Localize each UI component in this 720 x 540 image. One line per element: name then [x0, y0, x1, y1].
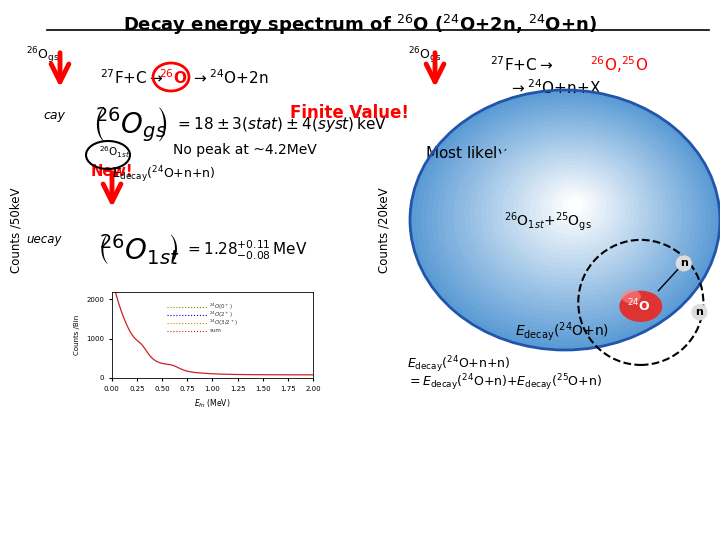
Ellipse shape: [518, 165, 626, 254]
Text: Counts /20keV: Counts /20keV: [377, 187, 390, 273]
Ellipse shape: [551, 187, 597, 226]
Text: $^{27}$F+C$\rightarrow$: $^{27}$F+C$\rightarrow$: [490, 56, 554, 75]
Ellipse shape: [459, 124, 678, 307]
Text: Counts /50keV: Counts /50keV: [9, 187, 22, 273]
Ellipse shape: [454, 120, 682, 312]
Ellipse shape: [410, 90, 720, 350]
Text: New!: New!: [91, 164, 133, 179]
Text: $^{26}$O$_{1st}$+$^{25}$O$_{\rm gs}$: $^{26}$O$_{1st}$+$^{25}$O$_{\rm gs}$: [504, 211, 592, 233]
Text: $E_{\rm decay}(^{24}$O+n): $E_{\rm decay}(^{24}$O+n): [515, 321, 609, 343]
Text: $^{24}O(2^+)$: $^{24}O(2^+)$: [210, 310, 233, 320]
Ellipse shape: [621, 289, 641, 303]
Ellipse shape: [486, 143, 654, 283]
Text: $=E_{\rm decay}(^{24}$O+n)+$E_{\rm decay}(^{25}$O+n): $=E_{\rm decay}(^{24}$O+n)+$E_{\rm decay…: [407, 373, 602, 393]
Text: $\rightarrow$$^{24}$O+n+X: $\rightarrow$$^{24}$O+n+X: [509, 79, 601, 97]
Ellipse shape: [432, 105, 701, 331]
Ellipse shape: [535, 176, 611, 240]
Ellipse shape: [426, 101, 706, 336]
Ellipse shape: [567, 199, 582, 212]
Ellipse shape: [464, 127, 672, 302]
Ellipse shape: [475, 135, 663, 293]
Circle shape: [692, 305, 707, 320]
Ellipse shape: [410, 90, 720, 350]
Text: $^{26}$O$_{\rm gs}$: $^{26}$O$_{\rm gs}$: [408, 45, 441, 65]
Ellipse shape: [437, 109, 696, 326]
Text: $\!\!\left(\!\!{}^{26}O_{1st}\!\!\right)$: $\!\!\left(\!\!{}^{26}O_{1st}\!\!\right)…: [100, 233, 179, 267]
Text: No peak at ~4.2MeV: No peak at ~4.2MeV: [173, 143, 317, 157]
Ellipse shape: [491, 146, 649, 278]
Text: $= 1.28^{+0.11}_{-0.08}\,\mathrm{MeV}$: $= 1.28^{+0.11}_{-0.08}\,\mathrm{MeV}$: [185, 238, 307, 261]
Ellipse shape: [469, 131, 668, 298]
Ellipse shape: [546, 184, 602, 231]
Y-axis label: Counts /Bin: Counts /Bin: [74, 315, 81, 355]
Text: $^{24}O(3/2^+)$: $^{24}O(3/2^+)$: [210, 318, 238, 328]
Text: $E_{\rm decay}(^{24}$O+n+n): $E_{\rm decay}(^{24}$O+n+n): [112, 165, 215, 185]
Ellipse shape: [421, 98, 711, 340]
Ellipse shape: [557, 191, 593, 221]
Text: $^{27}$F+C$\rightarrow$: $^{27}$F+C$\rightarrow$: [100, 69, 163, 87]
Ellipse shape: [529, 172, 616, 245]
Text: $^{26}$O,$^{25}$O: $^{26}$O,$^{25}$O: [590, 55, 648, 76]
Ellipse shape: [508, 157, 635, 264]
Text: uecay: uecay: [27, 233, 62, 246]
Ellipse shape: [502, 153, 639, 269]
X-axis label: $E_{fn}$ (MeV): $E_{fn}$ (MeV): [194, 397, 230, 410]
Text: sum: sum: [210, 328, 221, 333]
Ellipse shape: [619, 291, 662, 322]
Text: $^{24}$O: $^{24}$O: [627, 298, 651, 315]
Text: $^{24}O(0^+)$: $^{24}O(0^+)$: [210, 302, 233, 313]
Text: $= 18\pm3(stat)\pm4(syst)\,\mathrm{keV}$: $= 18\pm3(stat)\pm4(syst)\,\mathrm{keV}$: [175, 116, 387, 134]
Text: n: n: [696, 307, 703, 317]
Ellipse shape: [448, 116, 687, 316]
Text: Most likely 2$^+$: Most likely 2$^+$: [425, 144, 533, 164]
Text: Decay energy spectrum of $^{26}$O ($^{24}$O+2n, $^{24}$O+n): Decay energy spectrum of $^{26}$O ($^{24…: [123, 13, 597, 37]
Ellipse shape: [443, 112, 692, 321]
Text: $^{26}$O$_{1st}$: $^{26}$O$_{1st}$: [99, 144, 131, 160]
Circle shape: [676, 256, 691, 271]
Text: $E_{\rm decay}(^{24}$O+n+n): $E_{\rm decay}(^{24}$O+n+n): [407, 355, 510, 375]
Ellipse shape: [562, 195, 588, 217]
Text: $\rightarrow$$^{24}$O+2n: $\rightarrow$$^{24}$O+2n: [191, 69, 269, 87]
Ellipse shape: [513, 161, 630, 259]
Text: $\!\!\left(\!\!{}^{26}O_{gs}\!\!\right)$: $\!\!\left(\!\!{}^{26}O_{gs}\!\!\right)$: [95, 106, 168, 144]
Text: $^{26}$O: $^{26}$O: [159, 69, 187, 87]
Text: Finite Value!: Finite Value!: [290, 104, 410, 122]
Ellipse shape: [524, 168, 621, 249]
Ellipse shape: [480, 139, 659, 288]
Ellipse shape: [540, 180, 606, 235]
Text: n: n: [680, 258, 688, 268]
Text: cay: cay: [43, 109, 65, 122]
Ellipse shape: [415, 94, 715, 345]
Ellipse shape: [497, 150, 644, 274]
Text: $^{26}$O$_{\rm gs}$: $^{26}$O$_{\rm gs}$: [26, 45, 59, 65]
